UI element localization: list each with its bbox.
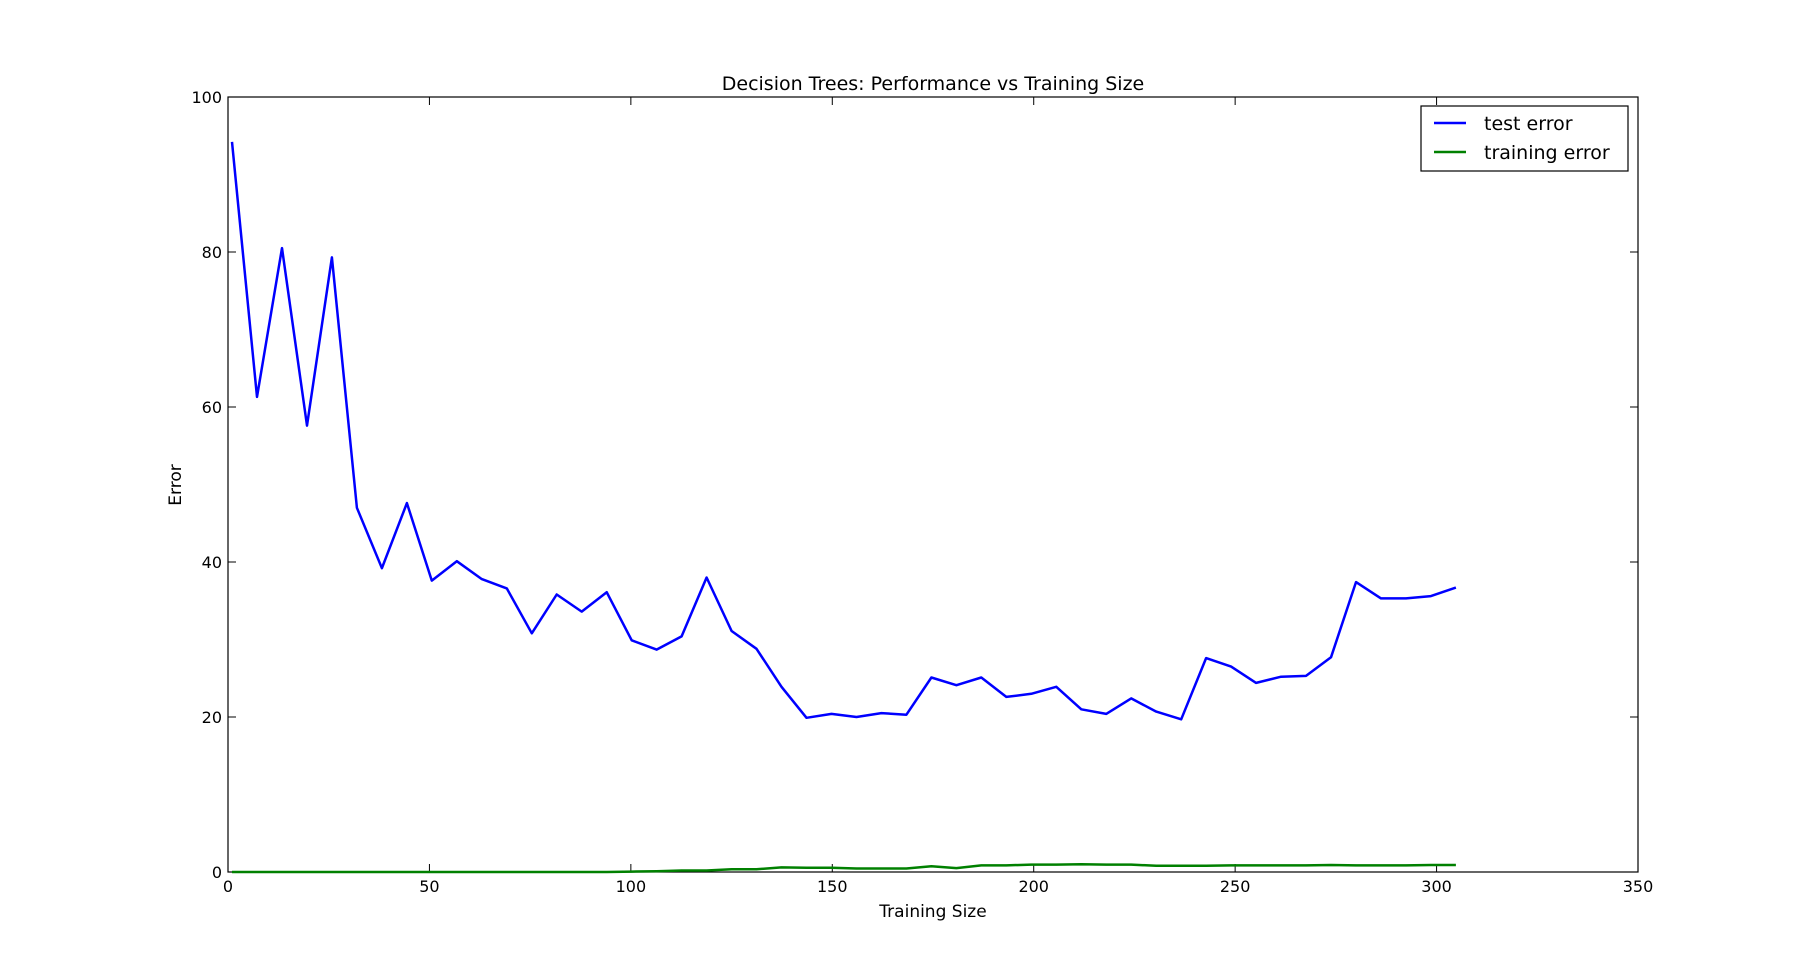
- y-tick-label: 60: [202, 398, 222, 417]
- x-tick-label: 200: [1018, 877, 1049, 896]
- y-tick-label: 100: [191, 88, 222, 107]
- y-tick-label: 20: [202, 708, 222, 727]
- x-axis: 0 50 100 150 200 250 300 350: [223, 97, 1653, 896]
- series-line-training-error: [232, 863, 1456, 874]
- x-tick-label: 50: [419, 877, 439, 896]
- series-layer: [230, 141, 1457, 874]
- x-tick-label: 250: [1220, 877, 1251, 896]
- legend: test error training error: [1420, 105, 1629, 172]
- legend-label: training error: [1484, 142, 1610, 164]
- legend-label: test error: [1484, 113, 1573, 135]
- plot-area: [227, 96, 1639, 873]
- plot-frame: [227, 96, 1639, 873]
- x-tick-label: 150: [817, 877, 848, 896]
- series-line-test-error: [230, 141, 1457, 721]
- y-tick-label: 40: [202, 553, 222, 572]
- x-axis-label: Training Size: [878, 902, 986, 922]
- x-tick-label: 350: [1623, 877, 1654, 896]
- chart-title: Decision Trees: Performance vs Training …: [722, 73, 1145, 95]
- y-axis: 0 20 40 60 80 100: [191, 88, 1638, 882]
- y-tick-label: 80: [202, 243, 222, 262]
- x-tick-label: 0: [223, 877, 233, 896]
- legend-frame: [1420, 105, 1629, 172]
- x-tick-label: 100: [616, 877, 647, 896]
- y-tick-label: 0: [212, 863, 222, 882]
- y-axis-label: Error: [166, 464, 186, 505]
- x-tick-label: 300: [1421, 877, 1452, 896]
